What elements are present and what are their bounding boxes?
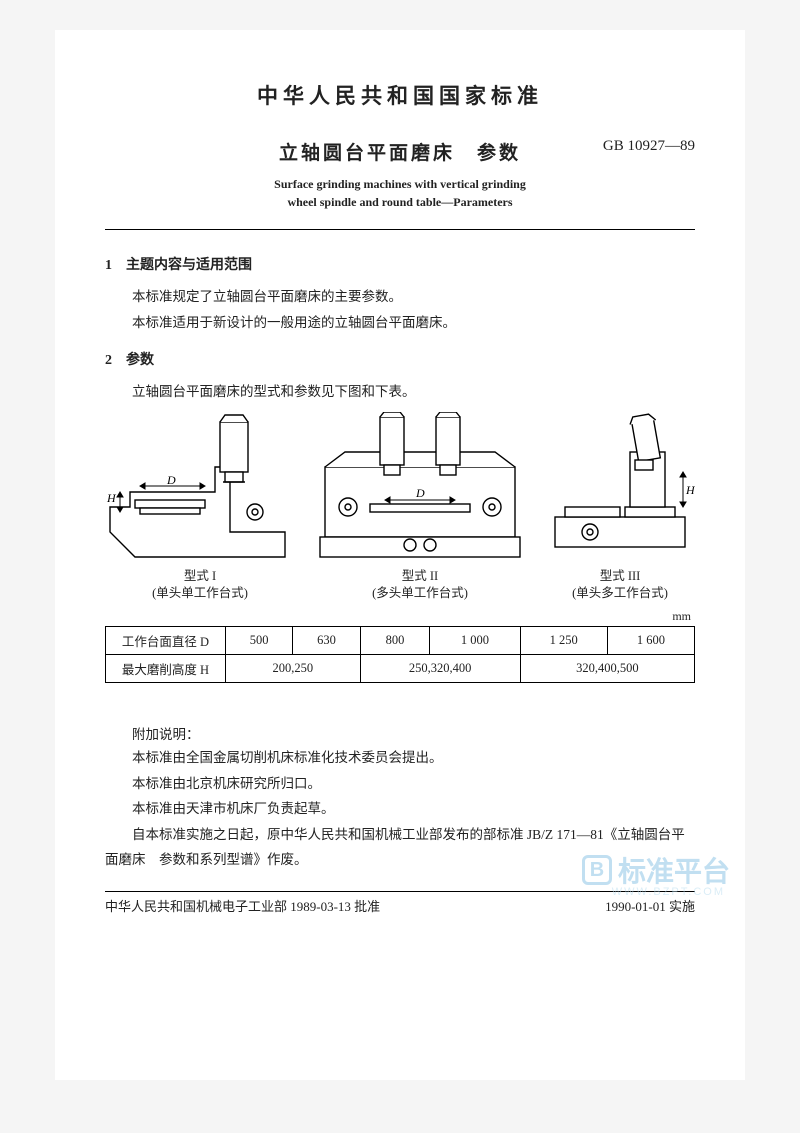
- section1-p2: 本标准适用于新设计的一般用途的立轴圆台平面磨床。: [105, 310, 695, 336]
- watermark-url: WWW.BZPT.COM: [612, 886, 725, 898]
- cell: 1 250: [520, 626, 607, 654]
- section1-heading: 1 主题内容与适用范围: [105, 254, 695, 274]
- figure-type-2: D 型式 II (多头单工作台式): [310, 412, 530, 603]
- cell: 630: [293, 626, 360, 654]
- cell: 1 000: [430, 626, 520, 654]
- figure2-caption: 型式 II (多头单工作台式): [310, 568, 530, 603]
- notes-p2: 本标准由北京机床研究所归口。: [105, 771, 695, 797]
- notes-p1: 本标准由全国金属切削机床标准化技术委员会提出。: [105, 745, 695, 771]
- cell: 320,400,500: [520, 654, 694, 682]
- dim-h-label: H: [106, 491, 117, 505]
- figure-type-3: H 型式 III (单头多工作台式): [545, 412, 695, 603]
- header-rule: [105, 229, 695, 230]
- cell: 800: [360, 626, 430, 654]
- figure1-caption: 型式 I (单头单工作台式): [105, 568, 295, 603]
- machine-type-2-icon: D: [310, 412, 530, 562]
- document-title-en: Surface grinding machines with vertical …: [105, 175, 695, 211]
- table-unit: mm: [105, 609, 691, 624]
- notes-heading: 附加说明：: [105, 723, 695, 743]
- figure3-caption: 型式 III (单头多工作台式): [545, 568, 695, 603]
- title-en-line2: wheel spindle and round table—Parameters: [287, 195, 512, 209]
- figure-type-1: D H 型式 I (单头单工作台式): [105, 412, 295, 603]
- cell: 200,250: [226, 654, 361, 682]
- footer-effective: 1990-01-01 实施: [605, 896, 695, 915]
- document-page: 中华人民共和国国家标准 立轴圆台平面磨床 参数 GB 10927—89 Surf…: [55, 30, 745, 1080]
- document-title-cn: 立轴圆台平面磨床 参数: [279, 138, 521, 165]
- row-h-header: 最大磨削高度 H: [106, 654, 226, 682]
- title-en-line1: Surface grinding machines with vertical …: [274, 177, 526, 191]
- figure-row: D H 型式 I (单头单工作台式): [105, 423, 695, 603]
- footer: 中华人民共和国机械电子工业部 1989-03-13 批准 1990-01-01 …: [105, 896, 695, 915]
- notes-p3: 本标准由天津市机床厂负责起草。: [105, 796, 695, 822]
- title-row: 立轴圆台平面磨床 参数 GB 10927—89: [105, 138, 695, 165]
- footer-approval: 中华人民共和国机械电子工业部 1989-03-13 批准: [105, 896, 380, 915]
- notes-p4: 自本标准实施之日起，原中华人民共和国机械工业部发布的部标准 JB/Z 171—8…: [105, 822, 695, 873]
- dim-d-label: D: [415, 486, 425, 500]
- section1-p1: 本标准规定了立轴圆台平面磨床的主要参数。: [105, 284, 695, 310]
- section2-heading: 2 参数: [105, 349, 695, 369]
- notes-section: 附加说明： 本标准由全国金属切削机床标准化技术委员会提出。 本标准由北京机床研究…: [105, 723, 695, 873]
- footer-rule: [105, 891, 695, 892]
- dim-h-label: H: [685, 483, 695, 497]
- standard-code: GB 10927—89: [603, 138, 695, 155]
- cell: 250,320,400: [360, 654, 520, 682]
- section2-p1: 立轴圆台平面磨床的型式和参数见下图和下表。: [105, 379, 695, 405]
- machine-type-3-icon: H: [545, 412, 695, 562]
- cell: 500: [226, 626, 293, 654]
- national-standard-title: 中华人民共和国国家标准: [105, 80, 695, 110]
- row-d-header: 工作台面直径 D: [106, 626, 226, 654]
- dim-d-label: D: [166, 473, 176, 487]
- parameter-table: 工作台面直径 D 500 630 800 1 000 1 250 1 600 最…: [105, 626, 695, 683]
- cell: 1 600: [607, 626, 694, 654]
- table-row: 工作台面直径 D 500 630 800 1 000 1 250 1 600: [106, 626, 695, 654]
- table-row: 最大磨削高度 H 200,250 250,320,400 320,400,500: [106, 654, 695, 682]
- machine-type-1-icon: D H: [105, 412, 295, 562]
